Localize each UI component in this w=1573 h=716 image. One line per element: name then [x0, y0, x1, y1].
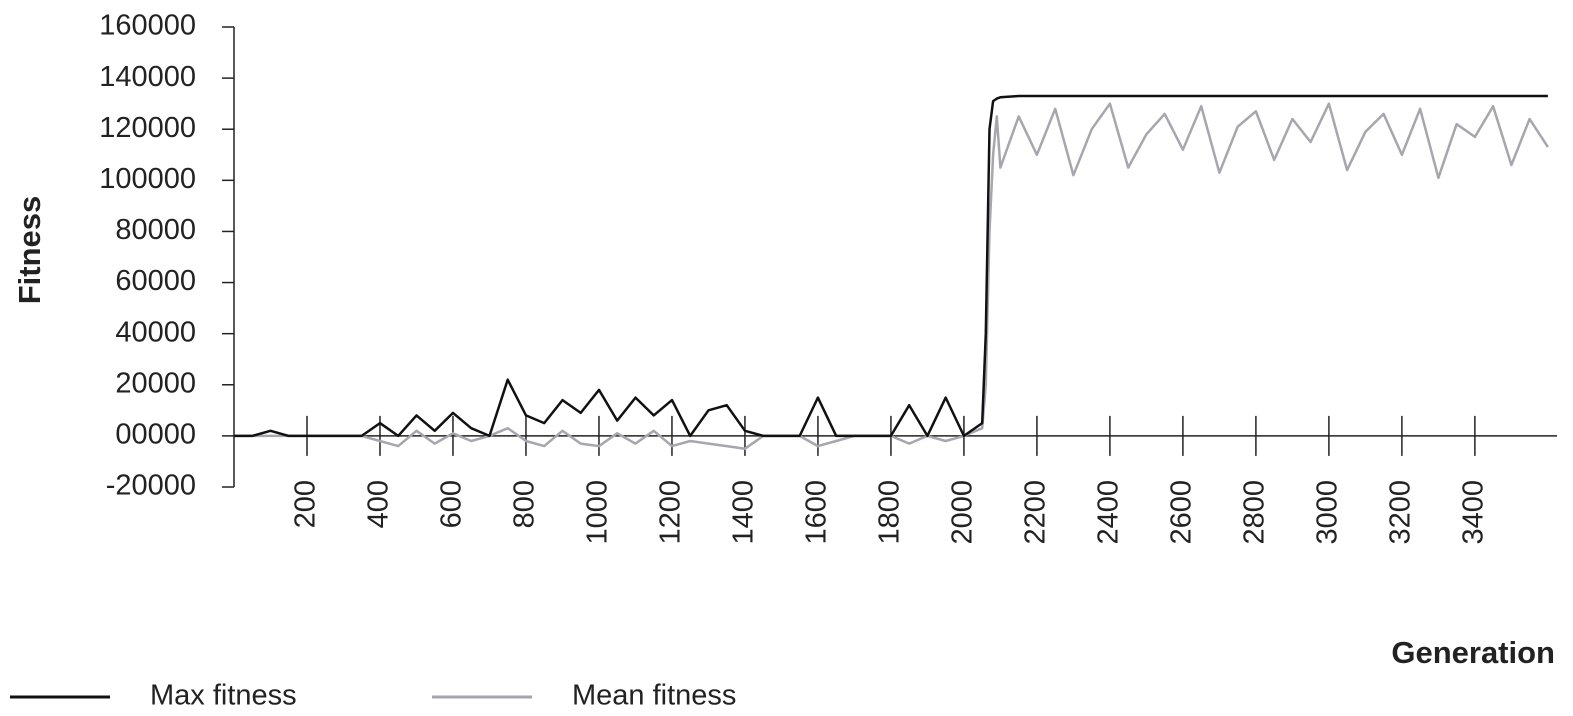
- x-tick-label: 1600: [801, 480, 833, 545]
- x-tick-label: 400: [363, 480, 395, 528]
- x-tick-label: 800: [509, 480, 541, 528]
- series-line: [234, 94, 1548, 438]
- x-tick-label: 3200: [1385, 480, 1417, 545]
- y-axis-label: Fitness: [12, 196, 47, 305]
- x-tick-label: 1200: [655, 480, 687, 545]
- x-tick-label: 2000: [947, 480, 979, 545]
- y-tick-label: -20000: [106, 470, 196, 502]
- y-tick-label: 60000: [115, 265, 196, 297]
- x-axis-label: Generation: [1391, 635, 1555, 670]
- y-tick-label: 00000: [115, 419, 196, 451]
- x-tick-label: 600: [436, 480, 468, 528]
- x-tick-label: 2400: [1093, 480, 1125, 545]
- y-tick-label: 120000: [99, 112, 196, 144]
- series-line: [234, 102, 1549, 450]
- x-tick-label: 1000: [582, 480, 614, 545]
- x-tick-label: 2800: [1239, 480, 1271, 545]
- y-tick-label: 140000: [99, 61, 196, 93]
- legend-label: Mean fitness: [572, 680, 736, 712]
- x-tick-label: 2200: [1020, 480, 1052, 545]
- x-tick-label: 1400: [728, 480, 760, 545]
- y-tick-label: 80000: [115, 214, 196, 246]
- x-tick-label: 1800: [874, 480, 906, 545]
- y-tick-label: 100000: [99, 163, 196, 195]
- x-tick-label: 2600: [1166, 480, 1198, 545]
- x-tick-label: 3400: [1458, 480, 1490, 545]
- x-tick-label: 200: [290, 480, 322, 528]
- x-tick-label: 3000: [1312, 480, 1344, 545]
- y-tick-label: 20000: [115, 367, 196, 399]
- legend-label: Max fitness: [150, 680, 297, 712]
- y-tick-label: 40000: [115, 316, 196, 348]
- y-tick-label: 160000: [99, 10, 196, 42]
